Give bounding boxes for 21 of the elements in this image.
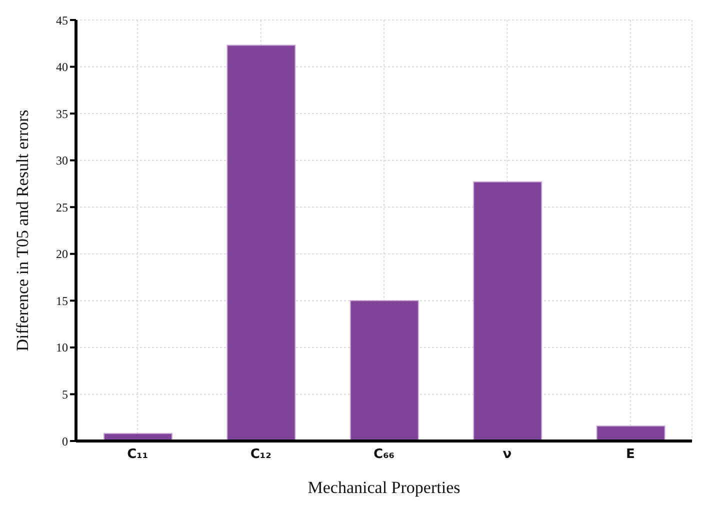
bar [226,44,296,441]
y-tick-label: 45 [56,13,68,28]
x-axis-title: Mechanical Properties [308,478,460,497]
y-tick-label: 20 [56,247,68,262]
y-tick-label: 40 [56,60,68,74]
y-tick-label: 0 [62,434,68,448]
x-tick-label: ν [502,447,512,462]
x-tick-label: C₁₁ [127,447,148,462]
y-tick-label: 5 [62,387,68,402]
y-tick-label: 15 [56,294,68,308]
y-tick-label: 30 [56,154,68,168]
y-axis-title: Difference in T05 and Result errors [13,110,32,352]
y-tick-label: 10 [56,340,68,355]
bar [473,181,542,441]
y-tick-label: 25 [56,200,68,214]
y-tick-label: 35 [56,106,68,121]
x-tick-label: C₆₆ [374,447,395,462]
x-tick-label: E [626,447,635,462]
x-tick-label: C₁₂ [250,447,272,462]
bar [596,426,666,441]
bar [350,300,419,441]
